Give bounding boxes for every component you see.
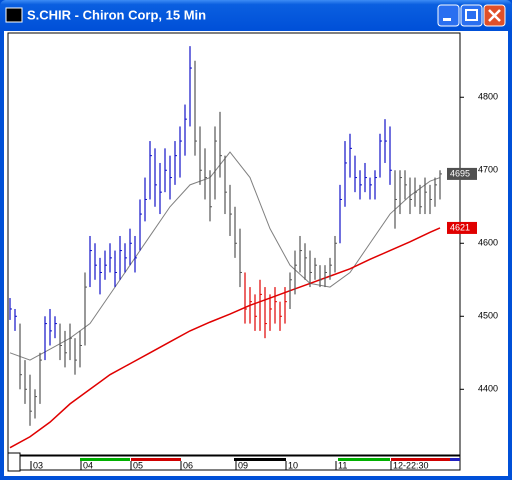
window-buttons: [437, 4, 506, 27]
y-tick-label: 4800: [478, 92, 498, 102]
maximize-icon: [465, 9, 478, 21]
session-bar: [234, 458, 286, 461]
y-tick-label: 4400: [478, 384, 498, 394]
y-tick-label: 4700: [478, 165, 498, 175]
x-tick-label: 04: [83, 460, 93, 470]
x-tick-label: 12-22:30: [393, 460, 429, 470]
price-tag-label: 4695: [450, 168, 470, 178]
close-icon: [488, 9, 501, 22]
session-bar: [391, 458, 451, 461]
plot-area: [7, 32, 461, 456]
moving-average: [9, 151, 441, 361]
title-bar: [0, 0, 512, 30]
price-tag: [447, 221, 477, 234]
x-tick-label: 05: [133, 460, 143, 470]
x-tick-label: 09: [238, 460, 248, 470]
app-icon: [5, 7, 23, 23]
maximize-button[interactable]: [460, 4, 483, 27]
session-bar: [80, 458, 130, 461]
session-bar: [450, 458, 460, 461]
x-tick-label: 11: [338, 460, 347, 470]
x-tick-label: 06: [183, 460, 193, 470]
price-tag-label: 4621: [450, 222, 470, 232]
minimize-button[interactable]: [437, 4, 460, 27]
session-bar: [131, 458, 181, 461]
session-strip: [80, 458, 460, 461]
x-tick-label: 10: [288, 460, 298, 470]
session-bar: [338, 458, 390, 461]
minimize-icon: [443, 18, 451, 21]
x-tick-label: 03: [33, 460, 43, 470]
price-tag: [447, 167, 477, 180]
y-tick-label: 4500: [478, 311, 498, 321]
y-tick-label: 4600: [478, 238, 498, 248]
moving-average: [9, 227, 441, 449]
scroll-box[interactable]: [7, 452, 21, 472]
window-title: S.CHIR - Chiron Corp, 15 Min: [27, 7, 206, 22]
